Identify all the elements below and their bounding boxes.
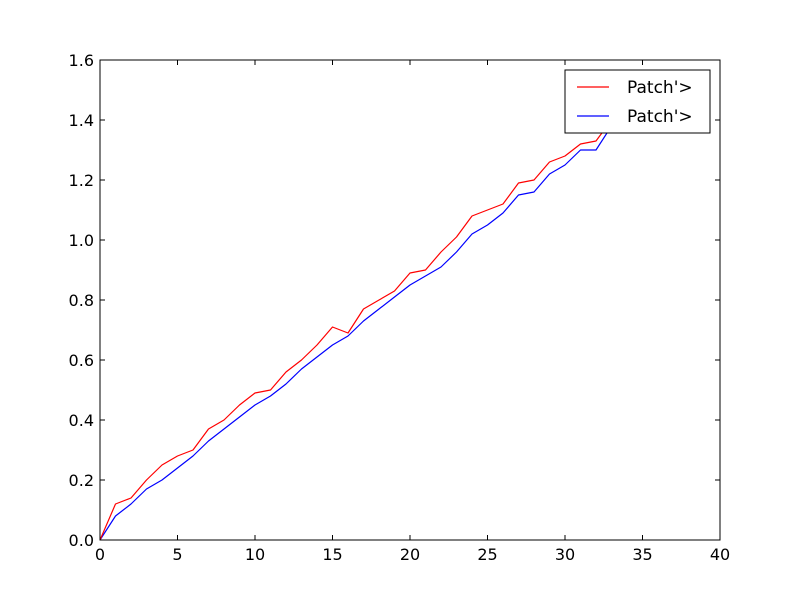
ticks-layer: 0 5 10 15 20 25 30 35 40 0.0 0.2 0.4 0.6 0.8 1.0 1.2 1.4… (69, 51, 731, 564)
y-tick-label: 0.2 (69, 471, 94, 490)
y-tick-label: 0.8 (69, 291, 94, 310)
y-tick-label: 0.0 (69, 531, 94, 550)
x-tick-label: 30 (555, 545, 575, 564)
legend: Patch'> Patch'> (564, 69, 711, 134)
x-tick-label: 0 (95, 545, 105, 564)
x-tick-label: 25 (477, 545, 497, 564)
legend-label-1: Patch'> (627, 78, 693, 98)
series-line-2 (100, 125, 613, 540)
x-tick-label: 15 (322, 545, 342, 564)
y-tick-label: 1.0 (69, 231, 94, 250)
plot-background (100, 60, 720, 540)
y-tick-label: 1.4 (69, 111, 94, 130)
y-tick-label: 1.6 (69, 51, 94, 70)
series-line-1 (100, 119, 612, 540)
y-tick-label: 0.6 (69, 351, 94, 370)
series-layer (100, 119, 613, 540)
y-tick-label: 1.2 (69, 171, 94, 190)
legend-label-2: Patch'> (627, 107, 693, 127)
x-tick-label: 5 (172, 545, 182, 564)
plot-frame (99, 59, 721, 541)
x-tick-label: 35 (632, 545, 652, 564)
legend-box (564, 69, 711, 134)
y-tick-label: 0.4 (69, 411, 94, 430)
x-tick-label: 10 (245, 545, 265, 564)
x-tick-label: 20 (400, 545, 420, 564)
x-tick-label: 40 (710, 545, 730, 564)
